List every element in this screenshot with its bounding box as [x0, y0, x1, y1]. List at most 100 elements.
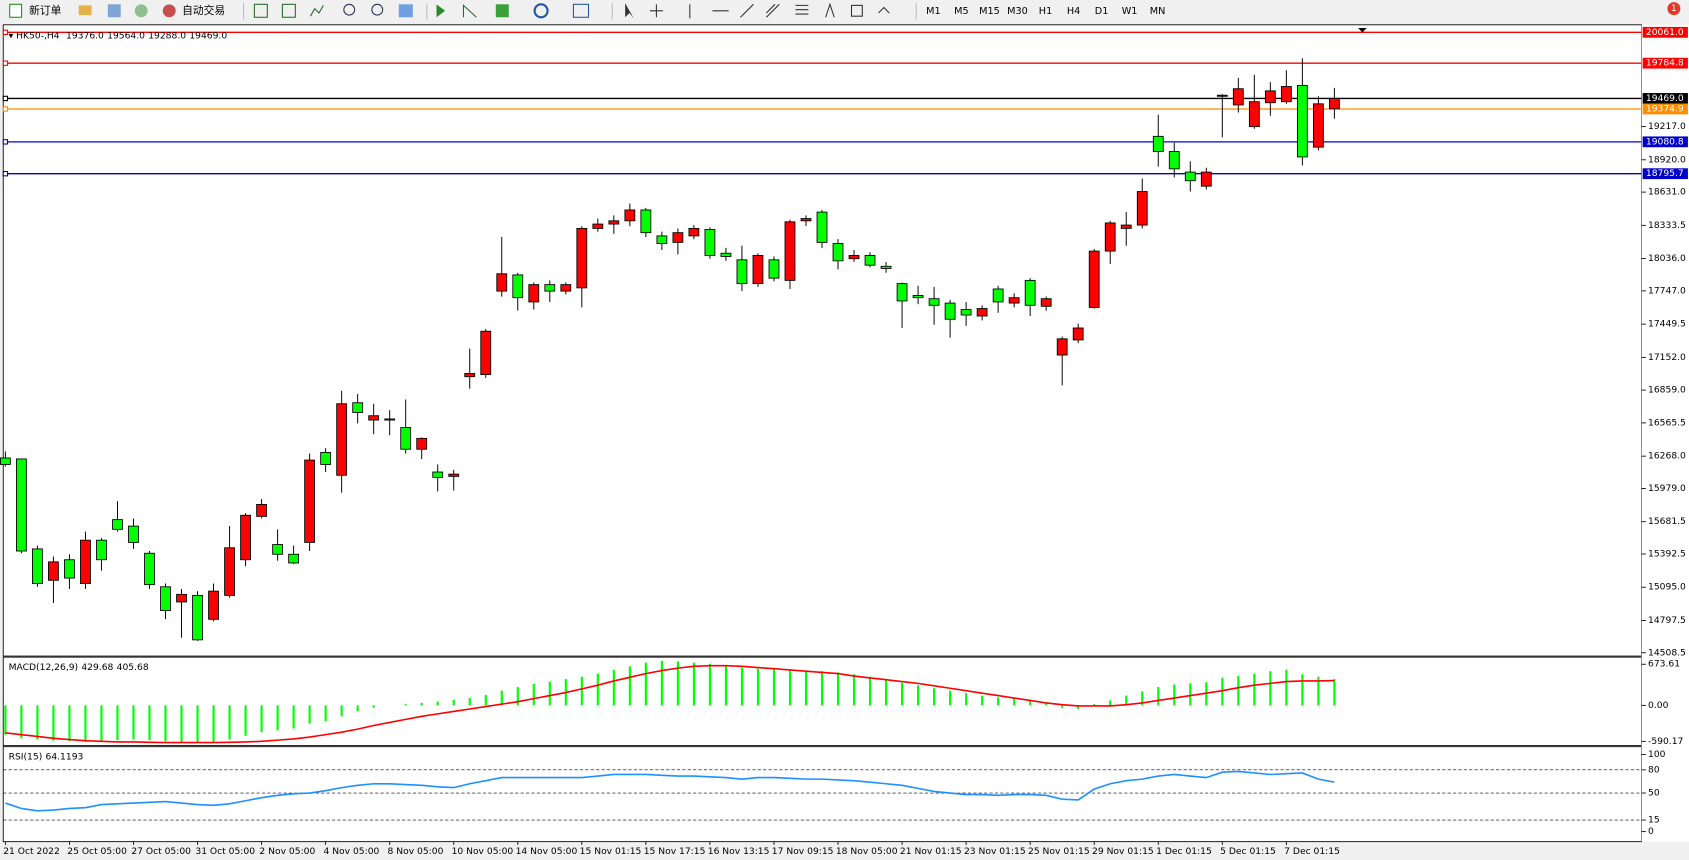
timeframe-button[interactable]: M1 — [926, 6, 941, 17]
candle-body — [112, 519, 123, 530]
candle-body — [256, 503, 267, 517]
macd-last: 429.68 — [81, 661, 113, 672]
timeframe-button[interactable]: M15 — [979, 6, 1000, 17]
templates-icon[interactable] — [572, 3, 590, 18]
y-tick-label: 19217.0 — [1648, 121, 1686, 132]
toolbar-bg — [0, 0, 1689, 23]
y-tick-label: -590.17 — [1648, 736, 1683, 747]
y-tick-label: 18333.5 — [1648, 220, 1686, 231]
candle-body — [768, 259, 780, 279]
candle-body — [224, 547, 235, 596]
cursor-icon[interactable] — [625, 3, 634, 19]
y-tick-label: 17152.0 — [1648, 352, 1686, 363]
indicators-icon[interactable] — [495, 4, 509, 18]
arrows-icon[interactable] — [878, 6, 890, 14]
timeframe-button[interactable]: D1 — [1095, 6, 1109, 17]
main-panel — [2, 24, 1643, 657]
auto-trading-icon[interactable] — [162, 4, 176, 18]
candle-body — [1072, 327, 1084, 341]
x-tick-label: 10 Nov 05:00 — [452, 846, 514, 857]
candle-body — [352, 402, 364, 413]
chart-header: ▾ HK50-,H4 19376.0 19564.0 19288.0 19469.0 — [9, 30, 228, 41]
candle-body — [1200, 171, 1212, 187]
y-tick-label: 15681.5 — [1648, 516, 1686, 527]
new-order-icon[interactable] — [9, 3, 23, 18]
timeframe-button[interactable]: M30 — [1007, 6, 1028, 17]
candle-body — [736, 259, 748, 285]
price-axis — [1641, 24, 1689, 842]
timeframe-button[interactable]: M5 — [954, 6, 969, 17]
candle-body — [1152, 135, 1164, 152]
tile-icon[interactable] — [398, 4, 413, 18]
auto-trading-button[interactable]: 自动交易 — [182, 4, 225, 17]
x-tick-label: 8 Nov 05:00 — [388, 846, 444, 857]
candle-body — [304, 459, 316, 543]
y-tick-label: 100 — [1648, 749, 1666, 760]
x-tick-label: 4 Nov 05:00 — [323, 846, 379, 857]
y-tick-label: 0.00 — [1648, 700, 1669, 711]
shift-icon[interactable] — [462, 4, 477, 18]
label-icon[interactable] — [850, 4, 863, 17]
tool-icon[interactable] — [78, 5, 92, 16]
level-label-bg — [1642, 93, 1688, 104]
y-tick-label: 16268.0 — [1648, 451, 1686, 462]
timeframes: M1 M5 M15 M30 H1 H4 D1 W1 MN — [926, 6, 1165, 17]
candle-body — [1120, 224, 1132, 229]
candle-body — [1024, 279, 1036, 306]
level-label: 19469.0 — [1646, 93, 1684, 104]
level-handle — [2, 106, 9, 112]
x-tick-label: 1 Dec 01:15 — [1156, 846, 1212, 857]
candle-body — [816, 211, 828, 243]
candle-body — [512, 274, 524, 299]
zoom-in-icon[interactable] — [343, 3, 356, 16]
candle-body — [976, 308, 988, 317]
timeframe-button[interactable]: H1 — [1039, 6, 1052, 17]
candle-body — [1088, 250, 1100, 308]
candle-body — [544, 284, 556, 292]
candle-body — [1104, 222, 1116, 252]
text-icon[interactable] — [825, 2, 835, 18]
timeframe-button[interactable]: H4 — [1067, 6, 1080, 17]
tool-icon[interactable] — [134, 4, 148, 18]
candle-body — [1248, 101, 1260, 128]
y-tick-label: 18631.0 — [1648, 187, 1686, 198]
candle-body — [384, 418, 396, 421]
chart-line-icon[interactable] — [309, 5, 324, 17]
scroll-icon[interactable] — [436, 4, 446, 18]
level-label-bg — [1642, 103, 1688, 115]
timeframe-button[interactable]: W1 — [1122, 6, 1138, 17]
channel-icon[interactable] — [765, 3, 780, 18]
candle-body — [1008, 297, 1020, 304]
fibo-icon[interactable] — [795, 4, 809, 15]
level-label-bg — [1642, 57, 1688, 69]
candle-body — [496, 273, 508, 292]
candle-body — [288, 553, 300, 564]
header-symbol: ▾ — [9, 30, 17, 41]
candle-body — [1216, 94, 1228, 97]
notification-count: 1 — [1671, 4, 1676, 14]
chart-candle-icon[interactable] — [281, 3, 296, 18]
y-tick-label: 15392.5 — [1648, 548, 1686, 559]
level-handle — [2, 60, 9, 66]
candle-body — [416, 437, 428, 450]
candle-body — [272, 544, 283, 555]
new-order-button[interactable]: 新订单 — [29, 4, 62, 17]
shift-marker — [1358, 28, 1367, 33]
x-tick-label: 25 Nov 01:15 — [1028, 846, 1090, 857]
macd-header: MACD(12,26,9) 429.68 405.68 — [9, 661, 149, 672]
y-tick-label: 50 — [1648, 788, 1660, 799]
crosshair-icon[interactable] — [649, 4, 663, 18]
trendline-icon[interactable] — [740, 3, 754, 18]
candle-body — [784, 221, 796, 281]
tool-icon[interactable] — [107, 4, 121, 18]
candle-body — [160, 586, 171, 612]
zoom-out-icon[interactable] — [371, 3, 384, 16]
notification-badge[interactable] — [1667, 2, 1681, 16]
timeframe-button[interactable]: MN — [1150, 6, 1166, 17]
y-tick-label: 17449.5 — [1648, 319, 1686, 330]
chart-bar-icon[interactable] — [253, 3, 268, 18]
x-tick-label: 16 Nov 13:15 — [708, 846, 770, 857]
candle-body — [64, 559, 75, 579]
periods-icon[interactable] — [533, 3, 549, 19]
